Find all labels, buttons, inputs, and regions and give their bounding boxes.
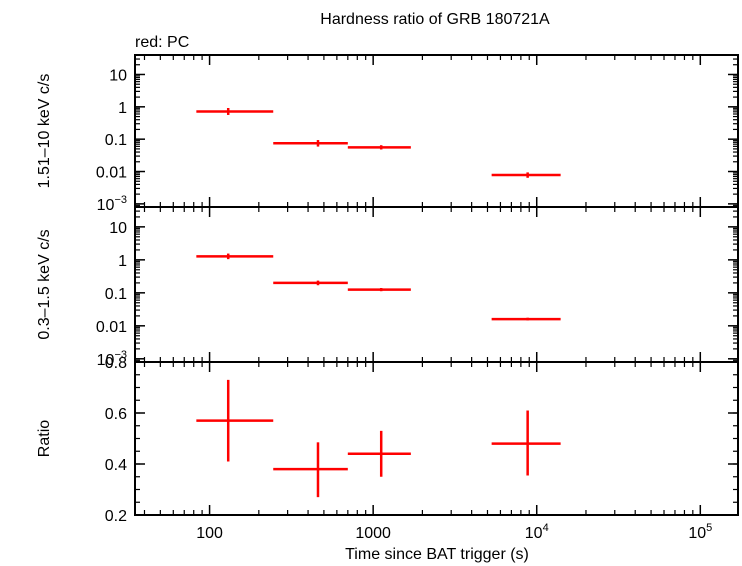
chart-title: Hardness ratio of GRB 180721A xyxy=(320,11,550,28)
y-tick-label: 0.6 xyxy=(105,406,127,423)
data-point xyxy=(347,430,411,477)
data-point xyxy=(491,172,561,178)
y-tick-label: 10 xyxy=(109,67,127,84)
y-tick-label: 0.01 xyxy=(96,319,127,336)
data-point xyxy=(273,140,348,147)
panel-ratio: 0.8 0.6 0.4 0.2 Ratio xyxy=(36,355,739,525)
y-tick-label: 0.8 xyxy=(105,355,127,372)
panel-frame xyxy=(134,54,739,208)
x-tick-label: 105 xyxy=(688,522,712,542)
data-point xyxy=(347,145,411,150)
data-point xyxy=(196,253,274,260)
y-tick-label: 0.4 xyxy=(105,457,127,474)
data-point xyxy=(273,280,348,286)
panel-frame xyxy=(134,206,739,363)
x-tick-label: 1000 xyxy=(355,525,391,542)
y-tick-label: 1 xyxy=(118,253,127,270)
data-point xyxy=(491,410,561,476)
panel-hard: 10 1 0.1 0.01 10−3 1.51–10 keV c/s xyxy=(36,54,739,214)
data-point xyxy=(196,107,274,115)
y-axis-label-ratio: Ratio xyxy=(36,420,53,457)
y-tick-label: 10 xyxy=(109,220,127,237)
data-point xyxy=(196,379,274,462)
panel-soft: 10 1 0.1 0.01 10−3 0.3–1.5 keV c/s xyxy=(36,206,739,369)
y-axis-label-hard: 1.51–10 keV c/s xyxy=(36,74,53,189)
y-tick-label: 10−3 xyxy=(97,194,127,214)
y-tick-label: 0.01 xyxy=(96,165,127,182)
y-tick-label: 10−3 xyxy=(97,349,127,369)
x-tick-label: 104 xyxy=(525,522,549,542)
x-axis-label: Time since BAT trigger (s) xyxy=(345,546,529,563)
y-tick-label: 1 xyxy=(118,100,127,117)
legend-label: red: PC xyxy=(135,34,189,51)
x-tick-label: 100 xyxy=(196,525,223,542)
data-point xyxy=(273,442,348,498)
y-tick-label: 0.2 xyxy=(105,508,127,525)
data-point xyxy=(491,317,561,321)
panel-frame xyxy=(134,361,739,516)
data-point xyxy=(347,288,411,292)
y-axis-label-soft: 0.3–1.5 keV c/s xyxy=(36,229,53,339)
y-tick-label: 0.1 xyxy=(105,132,127,149)
y-tick-label: 0.1 xyxy=(105,286,127,303)
